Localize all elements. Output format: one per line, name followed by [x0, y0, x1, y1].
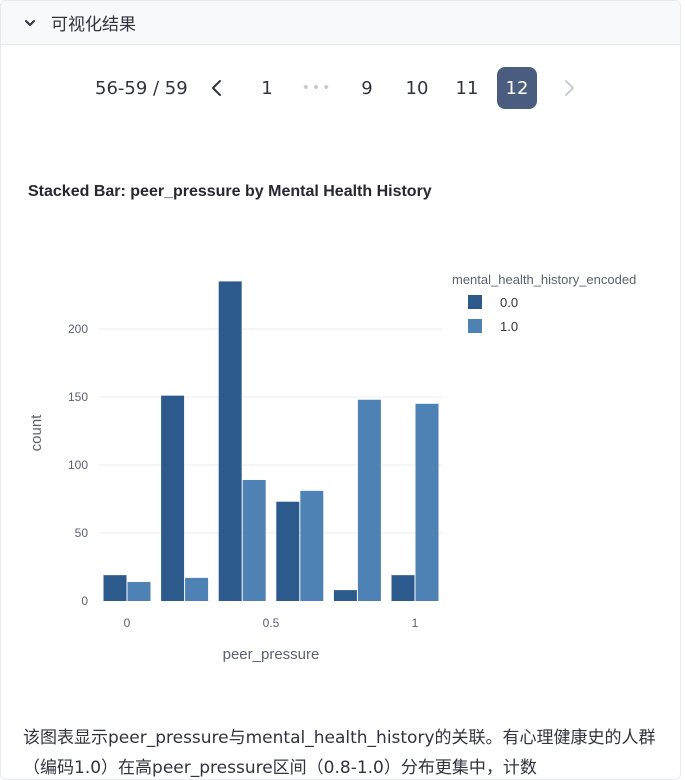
bar-series-0.0-x-0.2 [161, 395, 185, 601]
page-button-12-active[interactable]: 12 [497, 67, 537, 109]
panel-header[interactable]: 可视化结果 [1, 1, 680, 45]
pagination: 56-59 / 59 1 ••• 9 10 11 12 [1, 67, 680, 109]
bar-series-1.0-x-0 [127, 581, 151, 601]
y-tick-label: 0 [81, 594, 88, 608]
page-button-1[interactable]: 1 [261, 77, 273, 99]
page-button-11[interactable]: 11 [455, 77, 479, 99]
pagination-ellipsis: ••• [301, 80, 333, 96]
y-axis-title: count [28, 414, 45, 452]
bar-series-0.0-x-0.4 [218, 281, 242, 601]
bar-series-0.0-x-1 [391, 575, 415, 601]
legend-label-0.0: 0.0 [500, 295, 518, 310]
chart-description: 该图表显示peer_pressure与mental_health_history… [23, 728, 656, 778]
y-tick-label: 150 [68, 390, 88, 404]
legend-swatch-0.0 [468, 295, 482, 309]
pagination-range: 56-59 / 59 [95, 77, 188, 99]
page-button-9[interactable]: 9 [361, 77, 373, 99]
bar-series-1.0-x-0.8 [357, 399, 381, 601]
page-button-10[interactable]: 10 [405, 77, 429, 99]
y-tick-label: 50 [75, 526, 89, 540]
bar-series-1.0-x-0.2 [185, 577, 209, 601]
y-tick-label: 200 [68, 322, 88, 336]
x-tick-label: 0 [124, 616, 131, 630]
chart-title: Stacked Bar: peer_pressure by Mental Hea… [28, 183, 432, 200]
x-tick-label: 0.5 [263, 616, 280, 630]
legend-title: mental_health_history_encoded [452, 272, 636, 287]
bar-series-1.0-x-1 [415, 403, 439, 601]
bar-chart: 0 50 100 150 200 0 0.5 1 peer_pressure count menta… [28, 272, 636, 663]
legend-label-1.0: 1.0 [500, 319, 518, 334]
bar-series-1.0-x-0.6 [300, 490, 324, 601]
bar-series-0.0-x-0.8 [333, 590, 357, 601]
panel-title: 可视化结果 [51, 15, 136, 35]
bar-series-1.0-x-0.4 [242, 479, 266, 601]
bar-series-0.0-x-0.6 [276, 501, 300, 601]
x-axis-title: peer_pressure [223, 646, 320, 663]
chevron-left-icon[interactable] [203, 67, 231, 109]
chevron-right-icon[interactable] [557, 67, 581, 109]
chevron-down-icon [23, 16, 37, 30]
x-tick-label: 1 [412, 616, 419, 630]
legend-swatch-1.0 [468, 319, 482, 333]
y-tick-label: 100 [68, 458, 88, 472]
bar-series-0.0-x-0 [103, 575, 127, 601]
